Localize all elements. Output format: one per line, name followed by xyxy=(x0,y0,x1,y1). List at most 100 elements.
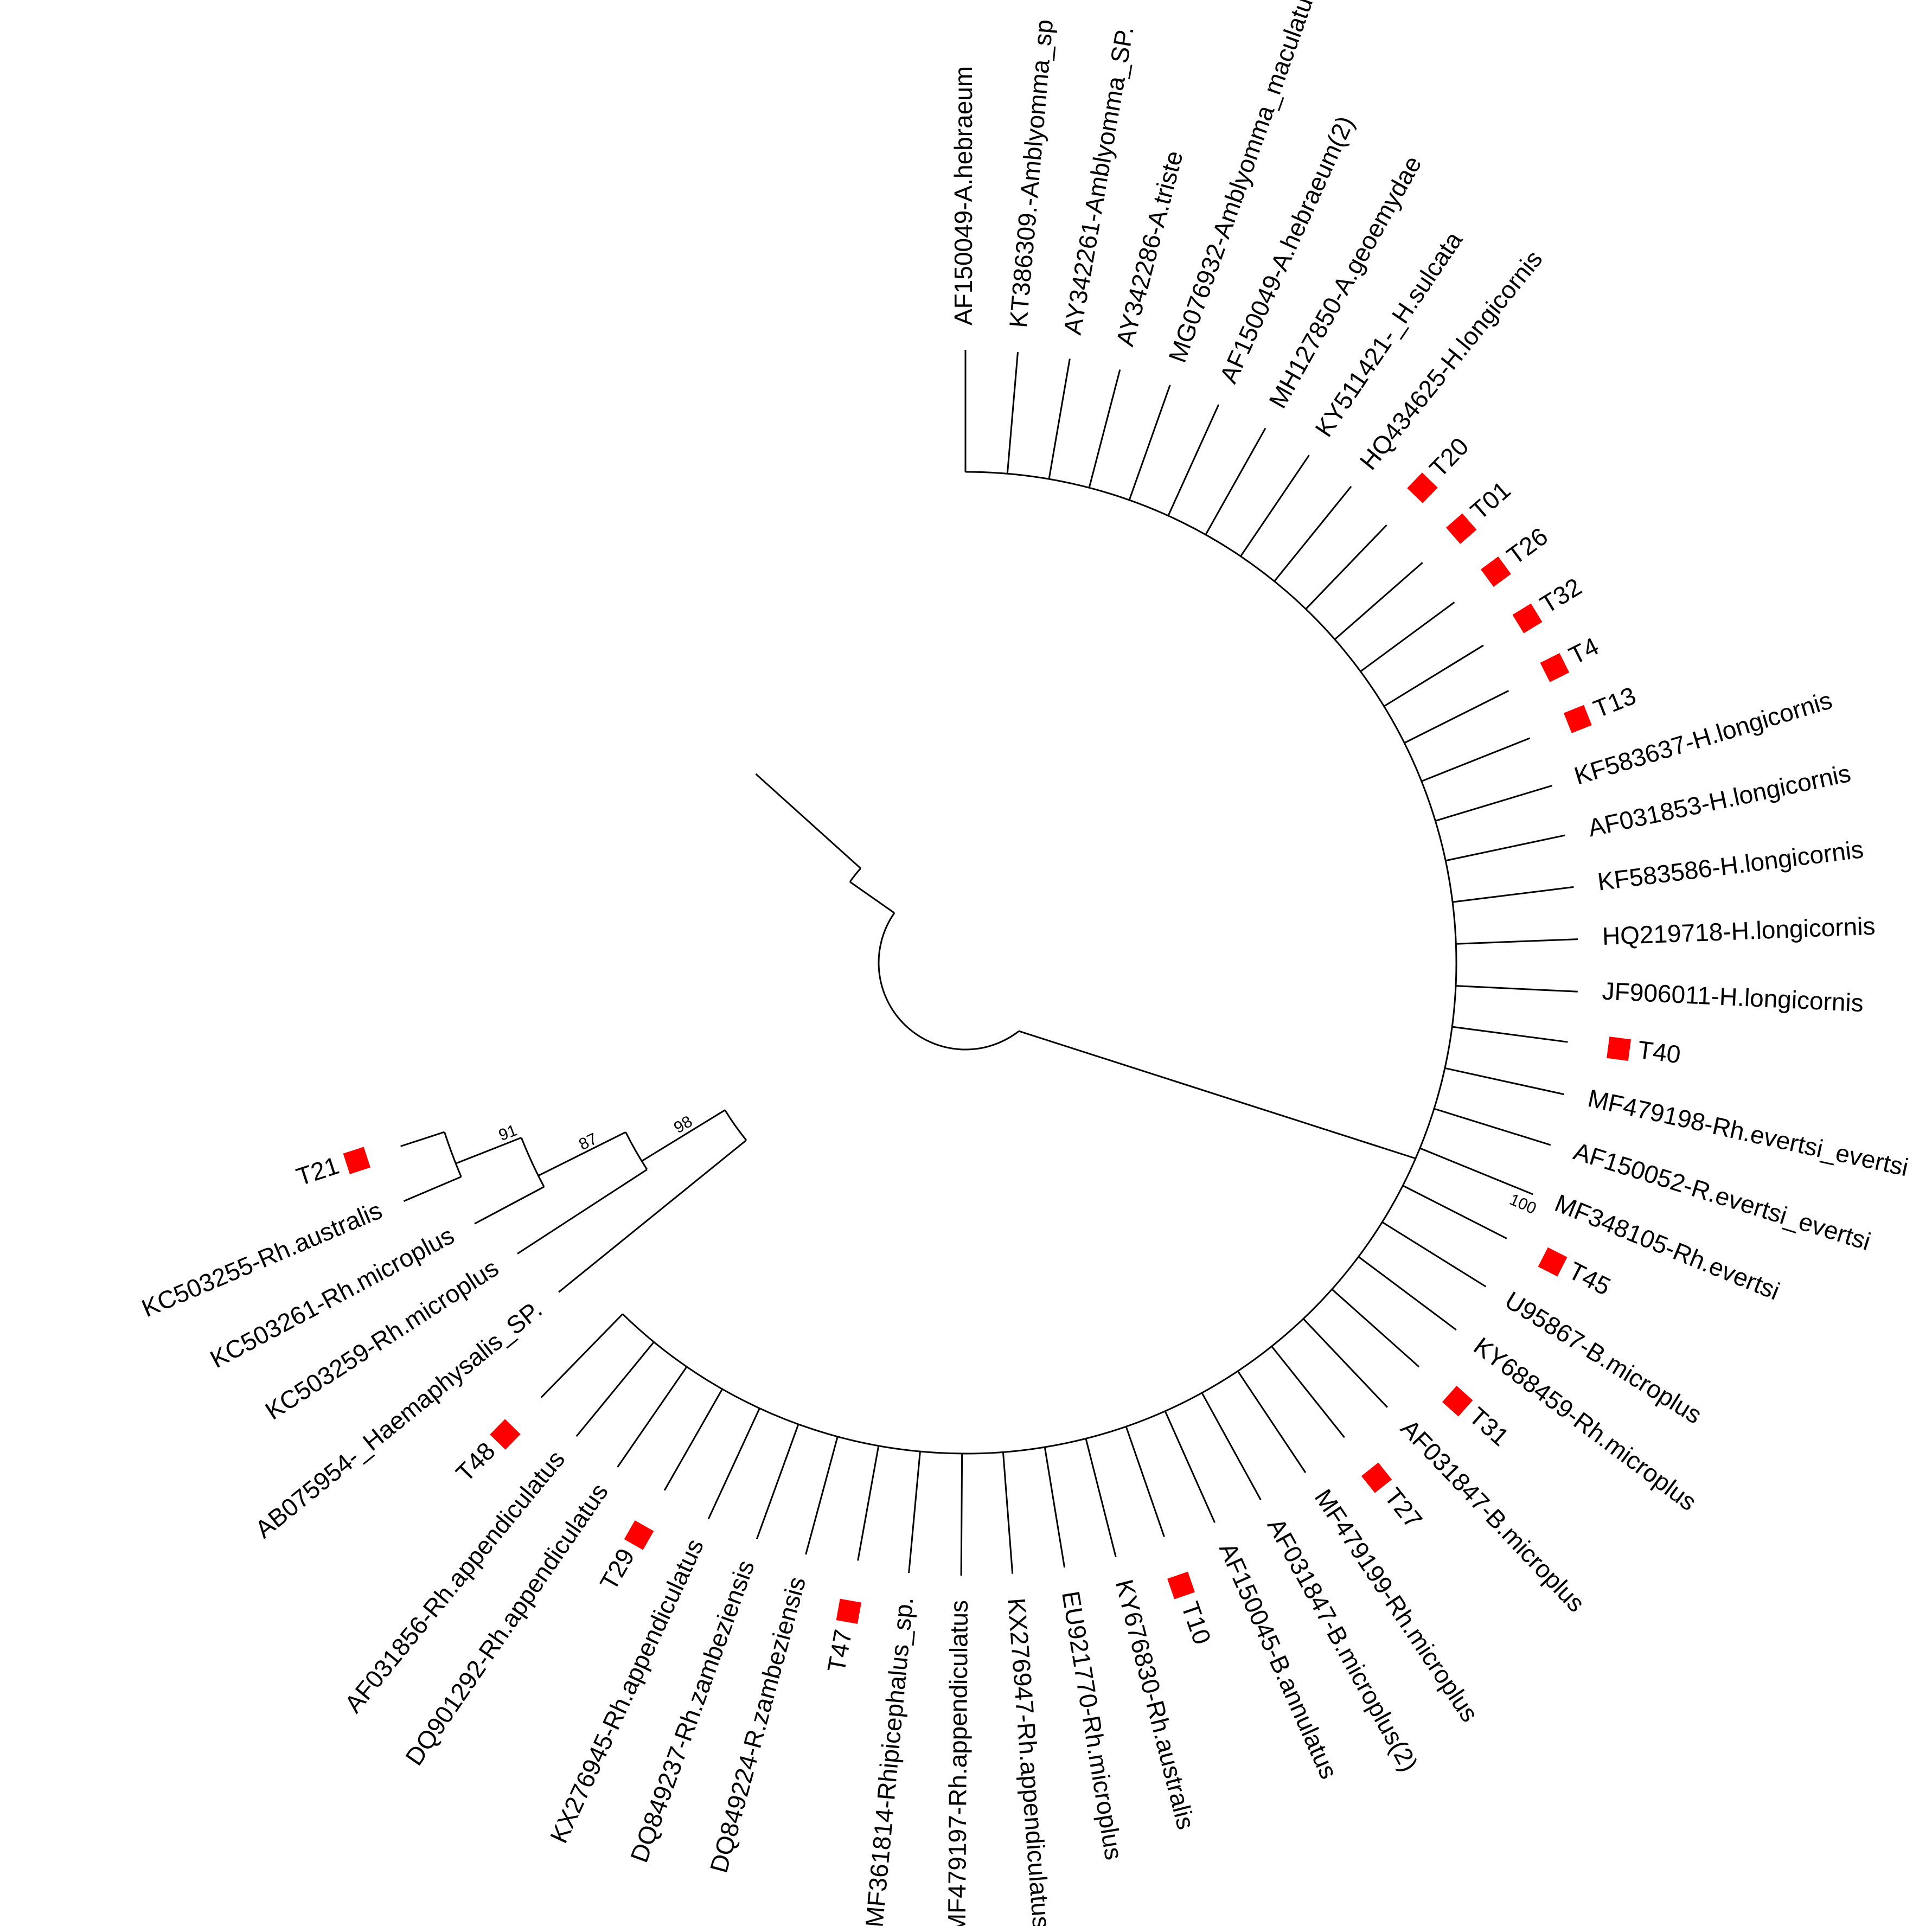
outgroup-stem-a xyxy=(849,881,895,914)
reference-label: KT386309.-Amblyomma_sp xyxy=(1004,18,1059,329)
reference-label: AF150049-A.hebraeum xyxy=(949,66,977,325)
reference-label: KF583586-H.longicornis xyxy=(1596,835,1865,896)
leaf-branch xyxy=(1402,1185,1507,1239)
leaf-branch xyxy=(908,1451,921,1573)
sample-marker xyxy=(1607,1036,1632,1061)
leaf-branch xyxy=(1085,1438,1117,1557)
sample-label: T26 xyxy=(1501,522,1553,570)
leaf-branch xyxy=(575,1341,655,1437)
bootstrap-value: 91 xyxy=(496,1121,520,1144)
leaf-branch xyxy=(1240,455,1310,557)
branch-kc503261 xyxy=(474,1186,545,1225)
sample-marker xyxy=(490,1419,521,1450)
node-91-arc xyxy=(520,1137,545,1187)
main-clade-stem xyxy=(1019,1030,1416,1160)
leaf-branch xyxy=(1164,1411,1216,1523)
reference-label: AF150045-B.annulatus xyxy=(1214,1538,1344,1783)
sample-marker xyxy=(1361,1462,1392,1493)
node-98-stem xyxy=(641,1109,726,1162)
leaf-branch xyxy=(1452,1026,1568,1043)
leaf-branch xyxy=(1302,1318,1388,1408)
leaf-branch xyxy=(1334,562,1423,641)
sample-label: T20 xyxy=(1424,432,1474,483)
leaf-branch xyxy=(1444,1067,1564,1096)
leaf-branch xyxy=(756,1424,799,1540)
sample-label: T01 xyxy=(1465,476,1516,525)
leaf-branch xyxy=(707,1407,760,1520)
leaf-branch xyxy=(1125,1426,1165,1537)
leaf-branch xyxy=(663,1388,723,1491)
sample-marker xyxy=(1480,556,1511,587)
sample-label: T31 xyxy=(1464,1402,1515,1451)
reference-label: EU921770-Rh.microplus xyxy=(1057,1589,1128,1862)
outgroup-stem-arc xyxy=(849,868,861,882)
leaf-branch xyxy=(1358,1256,1457,1331)
node-87-arc xyxy=(625,1131,648,1170)
node-tip-arc xyxy=(444,1131,462,1178)
leaf-branch xyxy=(1455,985,1578,993)
sample-marker xyxy=(1540,653,1570,682)
reference-label: HQ219718-H.longicornis xyxy=(1602,912,1876,950)
leaf-branch xyxy=(1421,737,1531,782)
bootstrap-value: 87 xyxy=(576,1130,600,1154)
leaf-branch xyxy=(960,1453,963,1576)
leaf-branch xyxy=(1456,938,1578,945)
branch-kc503259 xyxy=(517,1168,648,1255)
leaf-branch xyxy=(1434,1108,1551,1146)
leaf-branch xyxy=(1201,1392,1262,1500)
leaf-branch xyxy=(1360,602,1455,673)
sample-label: T29 xyxy=(594,1544,639,1595)
sample-marker xyxy=(624,1520,654,1550)
leaf-branch xyxy=(1048,359,1071,479)
sample-marker xyxy=(1167,1571,1195,1599)
leaf-branch xyxy=(1205,427,1266,535)
leaf-branch xyxy=(1381,1221,1487,1288)
bootstrap-value: 98 xyxy=(671,1112,695,1137)
leaf-branch xyxy=(1237,1371,1307,1473)
leaf-branch xyxy=(1305,524,1387,610)
main-clade-arc xyxy=(622,471,1457,1455)
sample-marker xyxy=(1407,472,1438,503)
reference-label: MF361814-Rhipicephalus_sp. xyxy=(860,1596,918,1926)
sample-markers xyxy=(343,472,1632,1624)
node-87-stem xyxy=(538,1131,626,1176)
leaf-branch xyxy=(1274,485,1352,582)
sample-marker xyxy=(1442,1386,1473,1417)
leaf-branch xyxy=(1271,1346,1345,1438)
leaf-branch xyxy=(857,1445,880,1561)
sample-marker xyxy=(1563,705,1592,733)
sample-marker xyxy=(343,1147,370,1174)
sample-marker xyxy=(1512,603,1543,634)
branch-t21 xyxy=(400,1131,445,1147)
leaf-branch xyxy=(1445,834,1565,862)
reference-label: KY511421-_H.sulcata xyxy=(1309,226,1468,441)
sample-label: T13 xyxy=(1589,681,1640,724)
reference-label: MF479197-Rh.appendiculatus xyxy=(943,1600,973,1926)
reference-label: JF906011-H.longicornis xyxy=(1602,977,1864,1018)
sample-label: T40 xyxy=(1636,1035,1682,1069)
leaf-labels: AF150049-A.hebraeum KT386309.-Amblyomma_s… xyxy=(138,0,1911,1926)
sample-label: T45 xyxy=(1564,1256,1615,1301)
sample-label: T32 xyxy=(1535,572,1586,619)
sample-marker xyxy=(1445,513,1477,544)
node-98-arc xyxy=(724,1109,747,1141)
sample-label: T47 xyxy=(822,1627,857,1674)
sample-label: T48 xyxy=(450,1437,501,1487)
leaf-branch xyxy=(1383,644,1484,707)
node-91-stem xyxy=(455,1137,522,1164)
leaf-branch xyxy=(1331,1288,1420,1368)
leaf-branch xyxy=(1088,369,1121,488)
leaf-branch xyxy=(1128,385,1171,501)
bootstrap-values: 91 87 98 100 xyxy=(496,1112,1539,1218)
leaf-branch xyxy=(1002,1452,1014,1574)
leaf-branch xyxy=(1419,1147,1533,1195)
sample-label: T4 xyxy=(1564,632,1603,670)
bootstrap-value: 100 xyxy=(1507,1191,1539,1218)
sample-marker xyxy=(1538,1247,1568,1277)
reference-label: U95867-B.microplus xyxy=(1500,1286,1707,1429)
tree-branches xyxy=(400,350,1578,1576)
sample-label: T21 xyxy=(293,1151,342,1191)
branch-haemaphysalis xyxy=(558,1140,747,1293)
leaf-branch xyxy=(617,1366,688,1468)
leaf-branch xyxy=(1452,886,1574,903)
